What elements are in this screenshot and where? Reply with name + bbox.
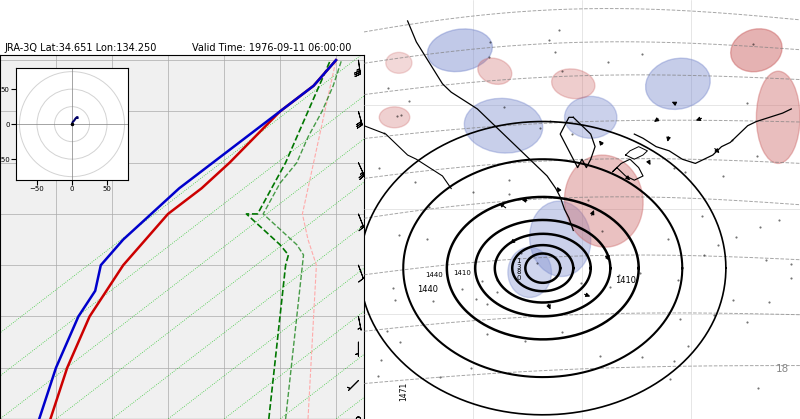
Text: 18: 18 xyxy=(776,364,789,374)
Ellipse shape xyxy=(530,201,590,277)
Text: 1471: 1471 xyxy=(398,381,408,401)
Ellipse shape xyxy=(565,155,643,247)
Text: 気象庁第３次長期再解析(JRA-3Q): 気象庁第３次長期再解析(JRA-3Q) xyxy=(8,13,355,42)
Text: 1440: 1440 xyxy=(425,272,442,278)
Text: 1
3
8
0: 1 3 8 0 xyxy=(517,259,521,281)
Ellipse shape xyxy=(565,96,617,138)
Ellipse shape xyxy=(478,58,512,84)
Ellipse shape xyxy=(508,247,551,297)
Ellipse shape xyxy=(552,69,595,99)
Text: JRA-3Q Lat:34.651 Lon:134.250: JRA-3Q Lat:34.651 Lon:134.250 xyxy=(4,43,156,53)
Ellipse shape xyxy=(464,98,542,153)
Ellipse shape xyxy=(730,29,782,72)
Text: 1410: 1410 xyxy=(453,270,471,276)
Ellipse shape xyxy=(427,29,492,72)
Ellipse shape xyxy=(646,58,710,109)
Ellipse shape xyxy=(386,52,412,73)
Ellipse shape xyxy=(379,107,410,128)
Text: Valid Time: 1976-09-11 06:00:00: Valid Time: 1976-09-11 06:00:00 xyxy=(192,43,351,53)
Text: 1410: 1410 xyxy=(614,276,636,285)
Text: 1440: 1440 xyxy=(417,285,438,294)
Ellipse shape xyxy=(757,71,800,163)
